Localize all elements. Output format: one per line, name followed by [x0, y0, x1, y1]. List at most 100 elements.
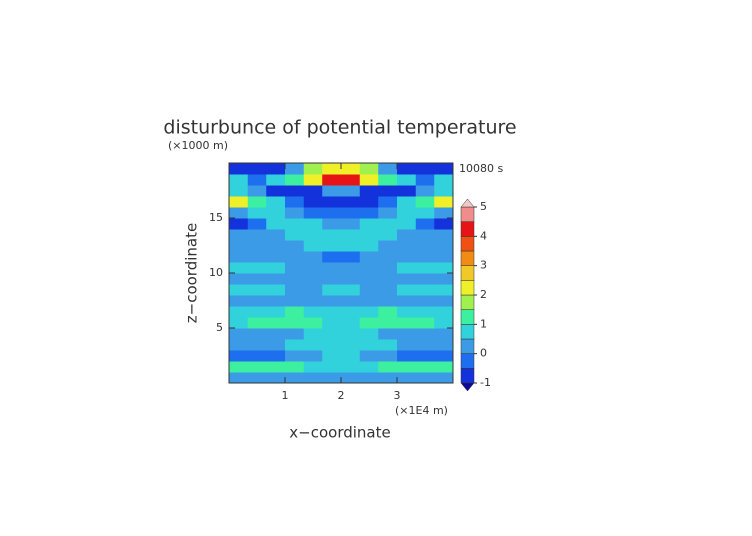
colorbar-tick-label: 1	[480, 317, 487, 330]
heat-cell	[229, 339, 249, 351]
x-tick-label: 3	[394, 389, 401, 402]
y-tick-label: 15	[209, 211, 223, 224]
heat-cell	[397, 196, 417, 208]
heat-cell	[359, 306, 379, 318]
y-tick-label: 5	[216, 321, 223, 334]
heat-cell	[434, 361, 454, 373]
heat-cell	[397, 350, 417, 362]
heat-cell	[415, 185, 435, 197]
heat-cell	[415, 273, 435, 285]
heat-cell	[247, 317, 267, 329]
heat-cell	[341, 273, 361, 285]
heat-cell	[378, 295, 398, 307]
colorbar-tick-label: 4	[480, 229, 487, 242]
heat-cell	[266, 306, 286, 318]
heat-cell	[378, 207, 398, 219]
heat-cell	[359, 284, 379, 296]
heat-cell	[378, 196, 398, 208]
heat-cell	[285, 163, 305, 175]
heat-cell	[303, 163, 323, 175]
heat-cell	[397, 207, 417, 219]
heat-cell	[359, 295, 379, 307]
heat-cell	[266, 196, 286, 208]
heat-cell	[341, 372, 361, 384]
heat-cell	[397, 306, 417, 318]
heat-cell	[397, 361, 417, 373]
heat-cell	[341, 339, 361, 351]
heat-cell	[229, 361, 249, 373]
heat-cell	[378, 328, 398, 340]
colorbar-band	[460, 206, 475, 222]
heat-cell	[397, 229, 417, 241]
heat-cell	[322, 185, 342, 197]
heat-cell	[378, 240, 398, 252]
heat-cell	[247, 284, 267, 296]
heat-cell	[415, 218, 435, 230]
heat-cell	[322, 306, 342, 318]
heat-cell	[378, 174, 398, 186]
heat-cell	[434, 163, 454, 175]
heat-cell	[341, 218, 361, 230]
heat-cell	[415, 372, 435, 384]
heat-cell	[415, 306, 435, 318]
heat-cell	[285, 229, 305, 241]
heat-cell	[266, 295, 286, 307]
x-unit-label: (×1E4 m)	[395, 404, 448, 417]
heat-cell	[303, 207, 323, 219]
heat-cell	[378, 262, 398, 274]
colorbar-band	[460, 221, 475, 237]
heat-cell	[434, 196, 454, 208]
heat-cell	[397, 295, 417, 307]
heat-cell	[434, 306, 454, 318]
heat-cell	[247, 218, 267, 230]
heat-cell	[322, 262, 342, 274]
colorbar-tick-label: 5	[480, 200, 487, 213]
heat-cell	[359, 207, 379, 219]
heat-cell	[285, 262, 305, 274]
heat-cell	[285, 361, 305, 373]
colorbar-band	[460, 236, 475, 252]
colorbar-tick-label: 3	[480, 259, 487, 272]
heat-cell	[322, 361, 342, 373]
heat-cell	[397, 251, 417, 263]
heat-cell	[397, 328, 417, 340]
colorbar-band	[460, 250, 475, 266]
heat-cell	[341, 174, 361, 186]
heat-cell	[322, 295, 342, 307]
heat-cell	[415, 328, 435, 340]
heat-cell	[359, 163, 379, 175]
heat-cell	[341, 251, 361, 263]
heat-cell	[266, 339, 286, 351]
annotation: 10080 s	[459, 162, 503, 175]
heat-cell	[322, 372, 342, 384]
heat-cell	[266, 262, 286, 274]
heat-cell	[285, 339, 305, 351]
heat-cell	[378, 185, 398, 197]
colorbar-band	[460, 265, 475, 281]
heat-cell	[229, 262, 249, 274]
heat-cell	[415, 350, 435, 362]
heat-cell	[303, 196, 323, 208]
heat-cell	[247, 207, 267, 219]
heat-cell	[303, 306, 323, 318]
heat-cell	[266, 251, 286, 263]
x-tick-label: 1	[282, 389, 289, 402]
heat-cell	[378, 339, 398, 351]
colorbar-over	[460, 198, 475, 208]
heat-cell	[303, 240, 323, 252]
colorbar-band	[460, 324, 475, 340]
heat-cell	[378, 273, 398, 285]
heat-cell	[415, 163, 435, 175]
heat-cell	[341, 284, 361, 296]
heat-cell	[359, 229, 379, 241]
heat-cell	[415, 207, 435, 219]
heat-cell	[229, 350, 249, 362]
heat-cell	[303, 328, 323, 340]
heat-cell	[434, 251, 454, 263]
heat-cell	[359, 339, 379, 351]
heat-cell	[285, 372, 305, 384]
heat-cell	[341, 163, 361, 175]
heat-cell	[285, 306, 305, 318]
heat-cell	[229, 317, 249, 329]
heat-cell	[285, 196, 305, 208]
